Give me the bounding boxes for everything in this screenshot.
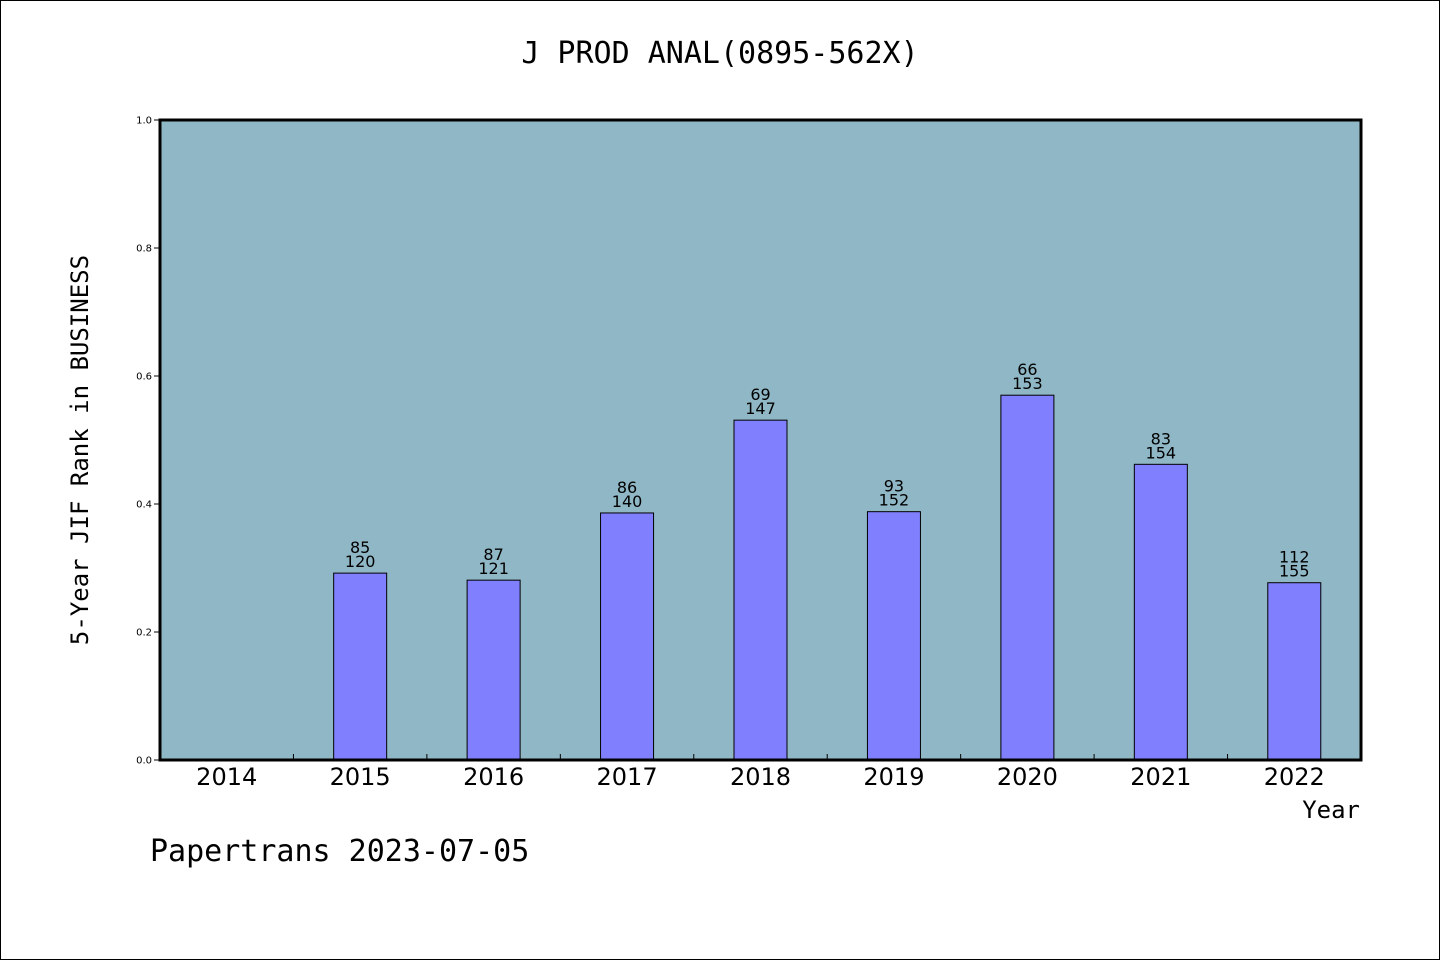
x-tick-label: 2022 (1264, 763, 1325, 791)
bar-2022 (1267, 582, 1322, 761)
bar-rank-label: 83 (1151, 429, 1171, 448)
bar-rank-label: 93 (884, 477, 904, 496)
y-tick-label: 0.0 (136, 756, 152, 767)
bar-total-label: 153 (1012, 374, 1043, 393)
bar-2015 (333, 572, 388, 761)
x-tick-label: 2021 (1130, 763, 1191, 791)
bar-rank-label: 87 (483, 545, 503, 564)
bar-total-label: 152 (879, 491, 910, 510)
bar-rank-label: 112 (1279, 548, 1310, 567)
x-tick-label: 2017 (597, 763, 658, 791)
bar-rank-label: 66 (1017, 360, 1037, 379)
bar-2020 (1000, 394, 1055, 761)
bar-total-label: 120 (345, 552, 376, 571)
bar-2021 (1133, 463, 1188, 761)
plot-border (158, 118, 1363, 762)
y-tick-label: 1.0 (136, 116, 152, 127)
bar-total-label: 147 (745, 399, 776, 418)
bar-2017 (600, 512, 655, 761)
bar-rank-label: 86 (617, 478, 637, 497)
footer-credit: Papertrans 2023-07-05 (150, 834, 530, 869)
y-tick-label: 0.8 (136, 244, 152, 255)
bar-rank-label: 85 (350, 538, 370, 557)
y-tick-label: 0.6 (136, 372, 152, 383)
x-tick-label: 2015 (330, 763, 391, 791)
bar-2016 (466, 579, 521, 761)
y-tick-label: 0.4 (136, 500, 152, 511)
x-tick-label: 2020 (997, 763, 1058, 791)
bar-2018 (733, 419, 788, 761)
chart-title: J PROD ANAL(0895-562X) (521, 36, 919, 71)
bar-total-label: 121 (478, 559, 509, 578)
x-tick-label: 2014 (196, 763, 257, 791)
bar-total-label: 154 (1146, 443, 1177, 462)
bar-total-label: 140 (612, 492, 643, 511)
y-tick-label: 0.2 (136, 628, 152, 639)
x-tick-label: 2019 (863, 763, 924, 791)
x-tick-label: 2018 (730, 763, 791, 791)
bar-total-label: 155 (1279, 562, 1310, 581)
bar-rank-label: 69 (750, 385, 770, 404)
bar-2019 (866, 511, 921, 761)
x-tick-label: 2016 (463, 763, 524, 791)
x-axis-label: Year (1302, 796, 1360, 824)
